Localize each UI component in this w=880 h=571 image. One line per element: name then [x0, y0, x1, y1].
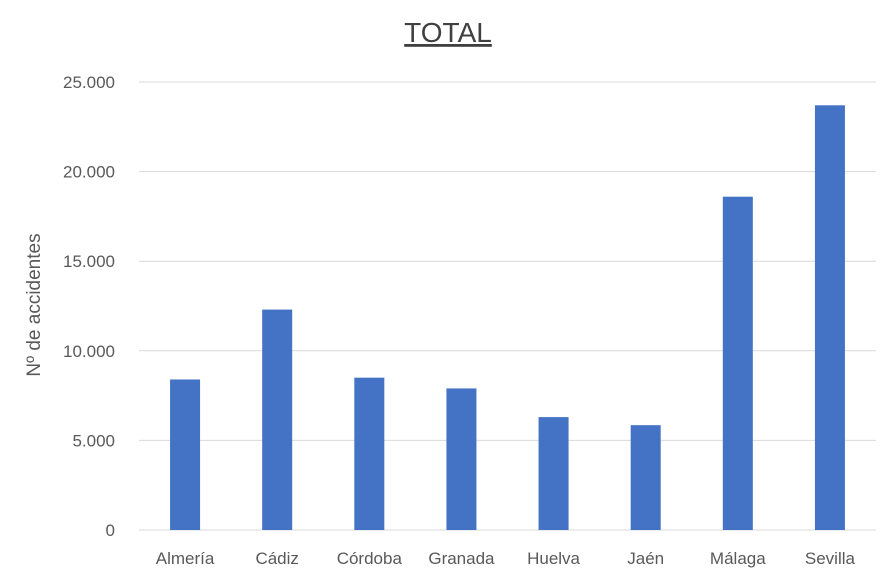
y-tick-label: 25.000	[63, 73, 115, 92]
y-tick-label: 5.000	[72, 431, 115, 450]
bar-5	[630, 425, 661, 530]
x-axis-ticks: Almería Cádiz Córdoba Granada Huelva Jaén Mála…	[156, 549, 856, 568]
bar-3	[446, 388, 477, 530]
y-axis-label: Nº de accidentes	[24, 233, 45, 376]
x-tick-label: Almería	[156, 549, 215, 568]
x-tick-label: Huelva	[527, 549, 580, 568]
chart-title: TOTAL	[404, 17, 492, 48]
x-tick-label: Málaga	[710, 549, 766, 568]
x-tick-label: Córdoba	[337, 549, 403, 568]
bar-7	[814, 105, 845, 531]
bar-6	[722, 196, 753, 531]
y-tick-label: 20.000	[63, 163, 115, 182]
y-tick-label: 10.000	[63, 342, 115, 361]
bar-2	[354, 377, 385, 530]
x-tick-label: Sevilla	[805, 549, 856, 568]
y-tick-label: 15.000	[63, 252, 115, 271]
x-tick-label: Granada	[428, 549, 495, 568]
x-tick-label: Jaén	[627, 549, 664, 568]
x-tick-label: Cádiz	[255, 549, 298, 568]
gridlines	[139, 81, 876, 531]
y-axis-ticks: 0 5.000 10.000 15.000 20.000 25.000	[63, 73, 115, 540]
bar-0	[170, 379, 201, 530]
bar-4	[538, 417, 569, 530]
bar-1	[262, 309, 293, 530]
y-tick-label: 0	[106, 521, 115, 540]
bars	[170, 105, 845, 531]
